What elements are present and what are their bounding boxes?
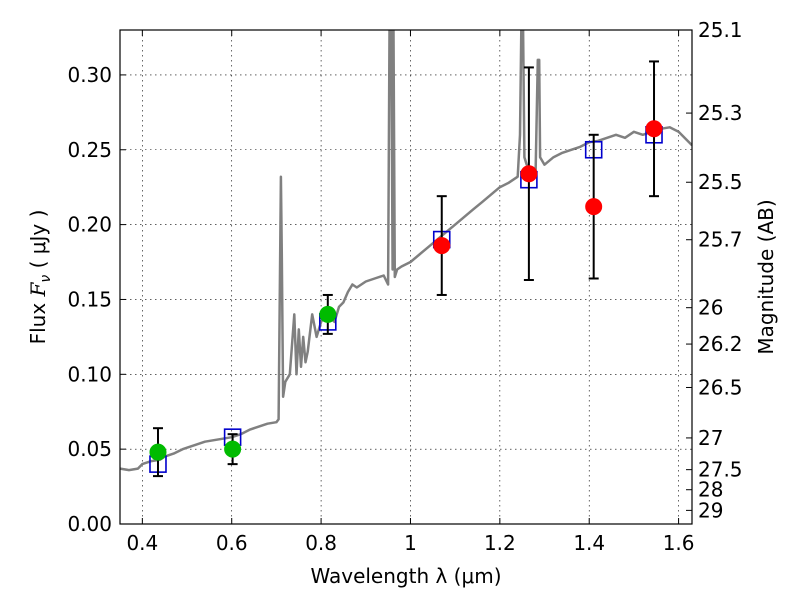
y2-tick-label: 26.5 [698,375,743,399]
y-axis-label-suffix: ( μJy ) [26,210,50,275]
y-axis-label-symbol: F [26,281,50,297]
plot-area-background [120,30,692,524]
y-tick-label: 0.00 [67,512,112,536]
data-layer [120,30,692,478]
observed-nir-point [645,120,663,138]
y-tick-label: 0.25 [67,138,112,162]
y2-tick-label: 26 [698,296,723,320]
y2-tick-label: 27 [698,426,723,450]
axis-ticks: 0.4 0.6 0.8 1 1.2 1.4 1.6 0.00 0.05 0.10 0.15 0.20 0… [67,18,742,555]
observed-optical-point [319,305,337,323]
x-tick-label: 0.4 [126,531,158,555]
y2-tick-label: 29 [698,498,723,522]
grid-lines [120,30,692,525]
observed-nir-point [585,198,603,216]
x-tick-label: 0.6 [216,531,248,555]
y-tick-label: 0.10 [67,362,112,386]
observed-nir-point [520,165,538,183]
y2-tick-label: 25.7 [698,228,743,252]
observed-optical-point [149,443,167,461]
x-tick-label: 1.2 [484,531,516,555]
y-axis-label: Flux Fν ( μJy ) [26,210,54,345]
x-tick-label: 1.6 [663,531,695,555]
y-axis-label-subscript: ν [38,275,54,283]
x-tick-label: 1 [404,531,417,555]
x-tick-label: 0.8 [305,531,337,555]
observed-optical-point [224,440,242,458]
y2-tick-label: 25.5 [698,170,743,194]
y2-tick-label: 25.1 [698,18,743,42]
y2-tick-label: 28 [698,478,723,502]
y2-axis-label: Magnitude (AB) [754,199,778,354]
y-tick-label: 0.30 [67,63,112,87]
observed-nir-point [433,237,451,255]
y2-tick-label: 27.5 [698,458,743,482]
y-tick-label: 0.05 [67,437,112,461]
y2-tick-label: 26.2 [698,332,743,356]
plot-frame [119,29,693,525]
y2-tick-label: 25.3 [698,101,743,125]
y-axis-label-prefix: Flux [26,296,50,344]
model-sed-line [120,30,692,472]
y-tick-label: 0.15 [67,287,112,311]
y-tick-label: 0.20 [67,213,112,237]
x-axis-label: Wavelength λ (μm) [310,564,501,588]
x-tick-label: 1.4 [573,531,605,555]
